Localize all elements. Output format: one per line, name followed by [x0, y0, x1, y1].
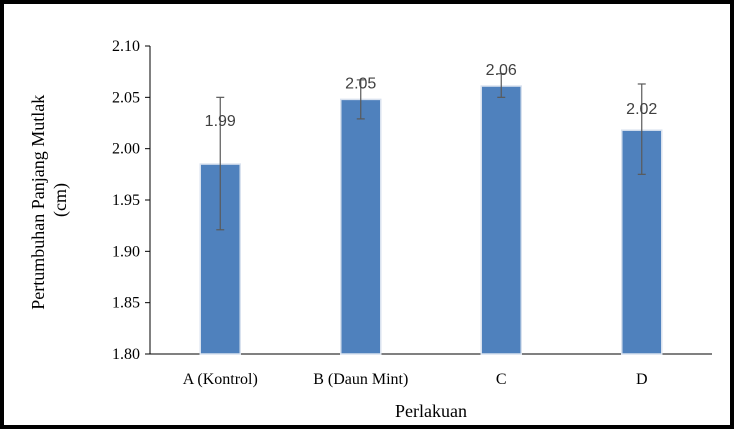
y-tick-label: 1.95: [112, 192, 140, 209]
bar: [480, 85, 522, 355]
bar: [340, 98, 382, 355]
x-tick-label: D: [636, 371, 648, 388]
data-label: 2.06: [486, 62, 517, 79]
y-tick-label: 1.80: [112, 346, 140, 363]
x-tick-label: B (Daun Mint): [313, 371, 408, 388]
x-tick-label: A (Kontrol): [183, 371, 258, 388]
y-axis-title: Pertumbuhan Panjang Mutlak (cm): [28, 90, 71, 309]
y-tick-label: 1.85: [112, 295, 140, 312]
bars: 1.99 2.05 2.06 2.02: [199, 62, 663, 355]
bar-chart: 1.80 1.85 1.90 1.95 2.00 2.05 2.10 1.99 2.05 2.0…: [28, 38, 712, 421]
x-axis-title: Perlakuan: [395, 401, 467, 421]
y-axis-title-line-2: (cm): [50, 183, 71, 217]
y-tick-label: 1.90: [112, 243, 140, 260]
x-axis-tick-labels: A (Kontrol) B (Daun Mint) C D: [183, 371, 648, 388]
data-label: 1.99: [205, 113, 236, 130]
y-tick-label: 2.10: [112, 38, 140, 55]
y-axis-title-line-1: Pertumbuhan Panjang Mutlak: [28, 95, 48, 310]
y-tick-label: 2.05: [112, 89, 140, 106]
y-axis-ticks: 1.80 1.85 1.90 1.95 2.00 2.05 2.10: [112, 38, 150, 363]
data-label: 2.02: [626, 101, 657, 118]
y-tick-label: 2.00: [112, 141, 140, 158]
x-tick-label: C: [496, 371, 507, 388]
data-label: 2.05: [345, 75, 376, 92]
